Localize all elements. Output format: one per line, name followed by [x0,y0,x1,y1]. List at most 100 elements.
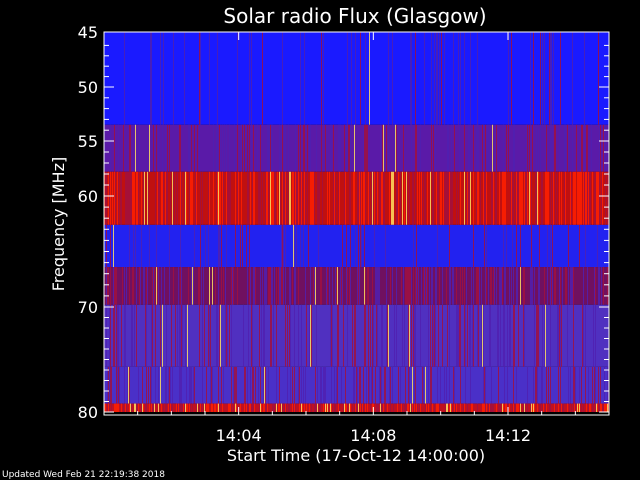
intensity-stripe [254,171,255,225]
intensity-stripe [365,171,366,225]
intensity-stripe [592,171,593,225]
intensity-stripe [568,366,569,404]
intensity-stripe [458,171,459,225]
y-tick-label: 60 [78,187,98,206]
intensity-stripe [423,366,424,404]
intensity-stripe [486,403,487,412]
intensity-stripe [326,267,327,305]
intensity-stripe [560,366,561,404]
intensity-stripe [370,403,371,412]
intensity-stripe [537,403,538,412]
intensity-stripe [377,267,378,305]
intensity-stripe [166,171,167,225]
intensity-stripe [504,304,505,367]
intensity-stripe [380,366,381,404]
intensity-stripe [204,403,205,412]
intensity-stripe [561,403,562,412]
intensity-stripe [500,267,501,305]
intensity-stripe [540,403,541,412]
intensity-stripe [178,403,179,412]
intensity-stripe [513,124,514,172]
intensity-stripe [134,304,135,367]
intensity-stripe [502,171,503,225]
intensity-stripe [431,366,432,404]
intensity-stripe [115,267,116,305]
intensity-stripe [252,171,253,225]
intensity-stripe [352,403,353,412]
intensity-stripe [570,267,571,305]
intensity-stripe [471,403,472,412]
intensity-stripe [370,304,371,367]
intensity-stripe [603,124,604,172]
intensity-stripe [470,304,471,367]
intensity-stripe [284,171,285,225]
intensity-stripe [397,403,398,412]
intensity-stripe [151,403,152,412]
frequency-band [104,171,609,225]
intensity-stripe [320,267,321,305]
intensity-stripe [518,304,519,367]
intensity-stripe [598,366,599,404]
intensity-stripe [353,171,354,225]
intensity-stripe [230,403,231,412]
intensity-stripe [466,267,467,305]
intensity-stripe [459,304,460,367]
intensity-stripe [127,171,128,225]
intensity-stripe [272,171,273,225]
intensity-stripe [578,403,579,412]
intensity-stripe [237,403,238,412]
intensity-stripe [416,267,417,305]
intensity-stripe [572,267,573,305]
intensity-stripe [523,267,524,305]
intensity-stripe [594,366,595,404]
intensity-stripe [225,267,226,305]
intensity-stripe [516,366,517,404]
intensity-stripe [584,171,585,225]
intensity-stripe [268,171,269,225]
intensity-stripe [579,171,580,225]
intensity-stripe [235,224,236,268]
intensity-stripe [218,403,219,412]
intensity-stripe [300,171,301,225]
intensity-stripe [281,403,282,412]
intensity-stripe [119,366,120,404]
intensity-stripe [460,267,461,305]
frequency-band [104,224,609,268]
intensity-stripe [390,403,391,412]
intensity-stripe [401,267,402,305]
intensity-stripe [439,267,440,305]
intensity-stripe [126,267,127,305]
intensity-stripe [560,403,561,412]
intensity-stripe [184,32,185,125]
intensity-stripe [375,366,376,404]
intensity-stripe [439,403,440,412]
intensity-stripe [565,267,566,305]
intensity-stripe [509,267,510,305]
band-background [104,171,609,225]
intensity-stripe [189,171,190,225]
intensity-stripe [222,124,223,172]
intensity-stripe [290,267,291,305]
intensity-stripe [136,267,137,305]
intensity-stripe [110,267,111,305]
intensity-stripe [480,171,481,225]
intensity-stripe [185,304,186,367]
intensity-stripe [147,171,148,225]
intensity-stripe [231,267,232,305]
intensity-stripe [359,267,360,305]
intensity-stripe [331,403,332,412]
intensity-stripe [304,403,305,412]
intensity-stripe [311,171,312,225]
intensity-stripe [505,267,506,305]
intensity-stripe [323,32,324,125]
intensity-stripe [138,171,139,225]
intensity-stripe [268,267,269,305]
intensity-stripe [186,366,187,404]
intensity-stripe [171,304,172,367]
intensity-stripe [273,304,274,367]
intensity-stripe [560,304,561,367]
intensity-stripe [552,267,553,305]
intensity-stripe [442,267,443,305]
intensity-stripe [309,304,310,367]
intensity-stripe [496,171,497,225]
